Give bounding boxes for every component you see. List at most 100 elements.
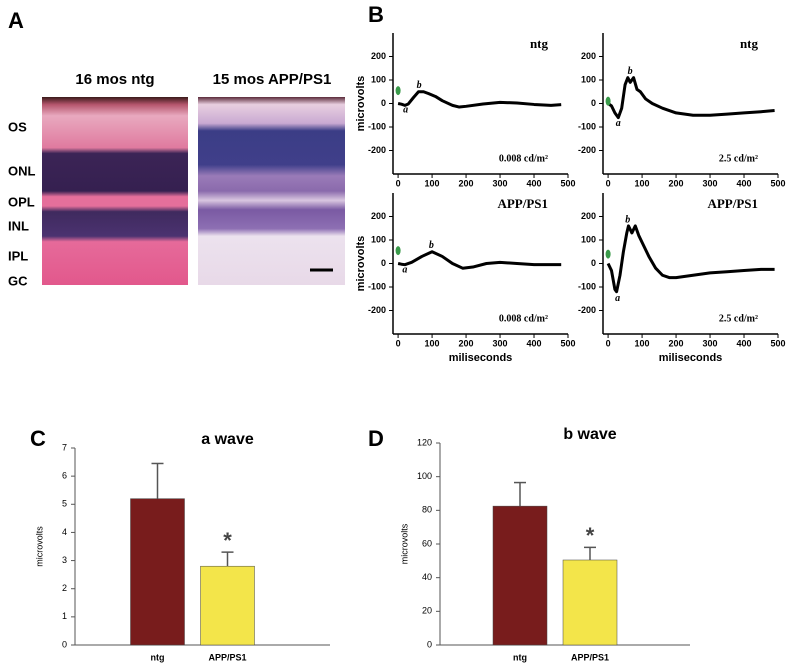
y-tick-label: 0 — [591, 98, 596, 108]
y-tick-label: -100 — [578, 281, 596, 291]
y-axis-label: microvolts — [355, 236, 367, 292]
layer-label: ONL — [8, 163, 36, 178]
x-tick-label: 300 — [493, 338, 508, 348]
x-tick-label: APP/PS1 — [571, 652, 609, 662]
y-tick-label: -100 — [578, 121, 596, 131]
histology-image — [42, 97, 188, 285]
annotation: 0.008 cd/m² — [499, 153, 548, 164]
x-tick-label: 0 — [606, 338, 611, 348]
y-tick-label: 1 — [62, 611, 67, 621]
x-axis-label: miliseconds — [449, 352, 513, 364]
point-label: a — [402, 264, 407, 275]
y-tick-label: 60 — [422, 538, 432, 548]
annotation: 2.5 cd/m² — [719, 313, 758, 324]
y-tick-label: 100 — [371, 234, 386, 244]
x-tick-label: 500 — [770, 338, 785, 348]
y-axis-label: microvolts — [399, 523, 409, 564]
y-tick-label: -100 — [368, 281, 386, 291]
x-tick-label: ntg — [151, 652, 165, 662]
y-tick-label: 200 — [371, 211, 386, 221]
y-tick-label: -200 — [368, 145, 386, 155]
point-label: a — [403, 104, 408, 115]
significance: * — [586, 523, 595, 548]
histology-image — [198, 97, 345, 285]
y-tick-label: 40 — [422, 572, 432, 582]
y-tick-label: -200 — [578, 145, 596, 155]
y-tick-label: 0 — [381, 98, 386, 108]
y-tick-label: 200 — [581, 211, 596, 221]
image-title: 15 mos APP/PS1 — [213, 71, 332, 88]
chart-title: b wave — [563, 426, 616, 443]
y-axis-label: microvolts — [355, 76, 367, 132]
x-tick-label: 100 — [425, 338, 440, 348]
y-tick-label: 5 — [62, 499, 67, 509]
y-tick-label: 200 — [371, 51, 386, 61]
y-tick-label: 20 — [422, 606, 432, 616]
y-tick-label: 100 — [371, 74, 386, 84]
layer-label: OPL — [8, 194, 35, 209]
layer-label: GC — [8, 273, 28, 288]
y-axis-label: microvolts — [34, 526, 44, 567]
y-tick-label: 0 — [381, 258, 386, 268]
x-tick-label: 200 — [669, 178, 684, 188]
x-tick-label: 100 — [635, 338, 650, 348]
y-tick-label: 3 — [62, 555, 67, 565]
layer-label: INL — [8, 218, 29, 233]
x-tick-label: 500 — [560, 178, 575, 188]
annotation: 0.008 cd/m² — [499, 313, 548, 324]
x-tick-label: 200 — [459, 338, 474, 348]
x-tick-label: 300 — [493, 178, 508, 188]
stimulus-marker — [395, 86, 401, 96]
data-line — [397, 250, 562, 270]
bar — [492, 505, 548, 646]
data-line — [397, 90, 562, 109]
y-tick-label: 80 — [422, 505, 432, 515]
layer-label: OS — [8, 119, 27, 134]
x-tick-label: ntg — [513, 652, 527, 662]
panel-label: C — [30, 426, 46, 451]
y-tick-label: 4 — [62, 527, 67, 537]
y-tick-label: 6 — [62, 471, 67, 481]
y-tick-label: 100 — [581, 74, 596, 84]
point-label: b — [628, 66, 633, 77]
y-tick-label: 0 — [591, 258, 596, 268]
y-tick-label: 200 — [581, 51, 596, 61]
x-tick-label: 300 — [703, 338, 718, 348]
point-label: b — [429, 240, 434, 251]
significance: * — [223, 528, 232, 553]
data-line — [607, 76, 775, 120]
panel-label: A — [8, 8, 24, 33]
chart-title: APP/PS1 — [497, 196, 548, 211]
stimulus-marker — [605, 249, 611, 259]
y-tick-label: 100 — [417, 471, 432, 481]
image-title: 16 mos ntg — [75, 71, 154, 88]
x-tick-label: 200 — [459, 178, 474, 188]
bar — [130, 498, 185, 646]
x-tick-label: 400 — [737, 178, 752, 188]
stimulus-marker — [395, 246, 401, 256]
chart-title: APP/PS1 — [707, 196, 758, 211]
x-tick-label: 400 — [737, 338, 752, 348]
chart-title: ntg — [530, 36, 549, 51]
y-tick-label: -200 — [368, 305, 386, 315]
x-tick-label: 300 — [703, 178, 718, 188]
x-tick-label: 0 — [396, 178, 401, 188]
x-tick-label: 0 — [396, 338, 401, 348]
layer-label: IPL — [8, 248, 28, 263]
chart-title: ntg — [740, 36, 759, 51]
point-label: b — [625, 214, 630, 225]
y-tick-label: 100 — [581, 234, 596, 244]
x-tick-label: 0 — [606, 178, 611, 188]
x-tick-label: 100 — [635, 178, 650, 188]
y-tick-label: -100 — [368, 121, 386, 131]
x-tick-label: 500 — [560, 338, 575, 348]
y-tick-label: 7 — [62, 442, 67, 452]
y-tick-label: 0 — [427, 639, 432, 649]
point-label: a — [615, 293, 620, 304]
x-tick-label: 400 — [527, 338, 542, 348]
panel-label: B — [368, 2, 384, 27]
y-tick-label: 2 — [62, 583, 67, 593]
data-line — [606, 224, 775, 294]
x-tick-label: 200 — [669, 338, 684, 348]
